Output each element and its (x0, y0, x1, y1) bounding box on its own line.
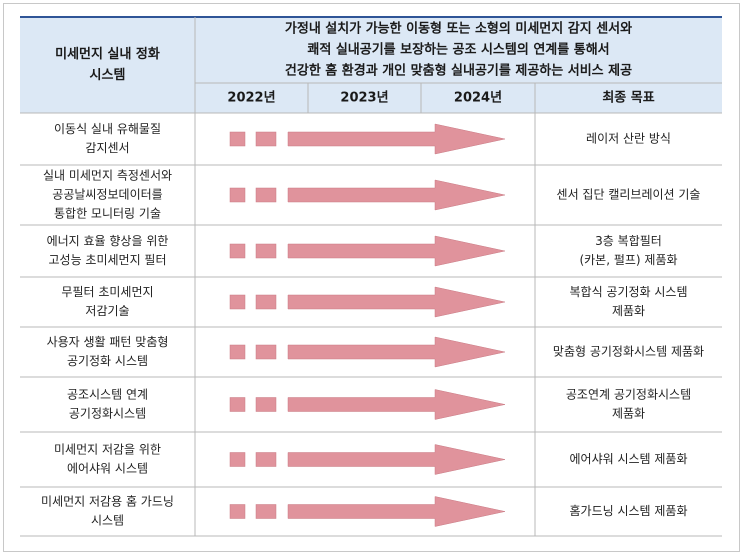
arrow-dash (255, 131, 277, 147)
tech-label: 감지센서 (85, 141, 129, 155)
header-background (20, 17, 722, 113)
arrow (287, 444, 506, 475)
goal-label: 제품화 (612, 304, 645, 318)
arrow-dash (229, 397, 246, 412)
arrow (287, 123, 506, 155)
goal-label: 3층 복합필터 (595, 234, 662, 248)
tech-label: 에어샤워 시스템 (67, 462, 148, 476)
tech-label: 공공날씨정보데이터를 (52, 188, 162, 202)
tech-label: 에너지 효율 향상을 위한 (47, 234, 169, 248)
arrow-dash (255, 294, 277, 310)
tech-label: 시스템 (91, 514, 124, 528)
arrow-dash (255, 187, 277, 203)
arrow-dash (255, 243, 277, 259)
arrow-dash (255, 452, 277, 467)
arrow (287, 235, 506, 267)
year: 2022년 (227, 91, 275, 106)
arrow-dash (229, 294, 246, 310)
goal-label: 레이저 산란 방식 (586, 132, 671, 146)
tech-label: 공기정화 시스템 (67, 354, 148, 368)
tech-label: 사용자 생활 패턴 맞춤형 (47, 335, 169, 349)
tech-label: 통합한 모니터링 기술 (54, 207, 161, 221)
header-title: 시스템 (90, 68, 126, 83)
arrow-dash (229, 187, 246, 203)
tech-label: 이동식 실내 유해물질 (54, 122, 161, 136)
arrow-dash (229, 504, 246, 519)
arrow (287, 389, 506, 420)
arrow (287, 496, 506, 527)
goal-label: 복합식 공기정화 시스템 (569, 285, 687, 299)
arrow-dash (255, 344, 277, 360)
goal-label: 홈가드닝 시스템 제품화 (569, 504, 687, 518)
arrow-dash (255, 504, 277, 519)
goal-label: 공조연계 공기정화시스템 (566, 388, 691, 402)
goal-label: 제품화 (612, 407, 645, 421)
final-goal-header: 최종 목표 (602, 91, 654, 106)
header-goal: 건강한 홈 환경과 개인 맞춤형 실내공기를 제공하는 서비스 제공 (285, 63, 632, 79)
arrow (287, 336, 506, 368)
header-title: 미세먼지 실내 정화 (55, 46, 160, 62)
goal-label: 맞춤형 공기정화시스템 제품화 (553, 345, 704, 359)
tech-label: 무필터 초미세먼지 (61, 285, 153, 299)
arrow-dash (229, 452, 246, 467)
arrow-dash (229, 243, 246, 259)
tech-label: 실내 미세먼지 측정센서와 (43, 169, 172, 183)
tech-label: 미세먼지 저감을 위한 (54, 443, 161, 457)
tech-label: 저감기술 (85, 304, 129, 318)
goal-label: 센서 집단 캘리브레이션 기술 (557, 188, 701, 202)
tech-label: 공조시스템 연계 (67, 388, 148, 402)
goal-label: 에어샤워 시스템 제품화 (569, 452, 687, 466)
year: 2023년 (340, 91, 388, 106)
goal-label: (카본, 펄프) 제품화 (579, 253, 677, 267)
tech-label: 고성능 초미세먼지 필터 (48, 253, 166, 267)
header-goal: 쾌적 실내공기를 보장하는 공조 시스템의 연계를 통해서 (307, 42, 609, 58)
arrow-dash (255, 397, 277, 412)
year: 2024년 (454, 91, 502, 106)
header-goal: 가정내 설치가 가능한 이동형 또는 소형의 미세먼지 감지 센서와 (285, 21, 632, 37)
arrow (287, 286, 506, 318)
arrow (287, 179, 506, 211)
arrow-dash (229, 131, 246, 147)
tech-label: 공기정화시스템 (69, 407, 146, 421)
arrow-dash (229, 344, 246, 360)
tech-label: 미세먼지 저감용 홈 가드닝 (41, 495, 174, 509)
